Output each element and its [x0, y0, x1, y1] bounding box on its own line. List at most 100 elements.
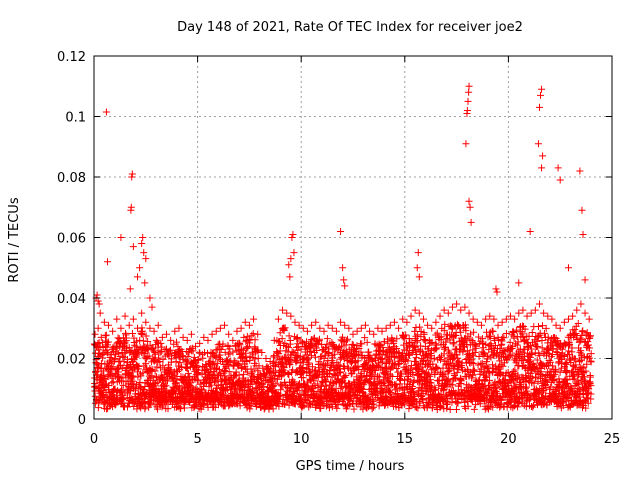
data-point: [539, 152, 547, 160]
data-point: [493, 383, 501, 391]
data-point: [357, 324, 365, 332]
data-point: [453, 300, 461, 308]
data-point: [579, 327, 587, 335]
data-point: [208, 330, 216, 338]
data-point: [521, 353, 529, 361]
data-point: [358, 340, 366, 348]
data-point: [581, 309, 589, 317]
data-point: [163, 330, 171, 338]
data-point: [193, 362, 201, 370]
data-point: [316, 324, 324, 332]
data-point: [212, 388, 220, 396]
axis-ticks: 0 0.02 0.04 0.06 0.08 0.1 0.12 0 5 10 15 20 25: [57, 50, 620, 447]
data-point: [498, 318, 506, 326]
data-point: [402, 331, 410, 339]
data-point: [360, 367, 368, 375]
data-point: [357, 348, 365, 356]
data-point: [478, 359, 486, 367]
data-point: [304, 361, 312, 369]
data-point: [128, 346, 136, 354]
data-point: [395, 360, 403, 368]
data-point: [312, 401, 320, 409]
data-point: [248, 371, 256, 379]
data-point: [96, 309, 104, 317]
data-point: [428, 366, 436, 374]
data-point: [471, 348, 479, 356]
data-point: [288, 234, 296, 241]
x-tick-label: 15: [397, 432, 414, 447]
data-point: [486, 332, 494, 340]
data-point: [235, 371, 243, 379]
data-point: [341, 282, 349, 290]
data-point: [540, 309, 548, 317]
data-point: [585, 354, 593, 362]
data-point: [433, 344, 441, 352]
data-point: [221, 321, 229, 329]
data-point: [139, 337, 147, 345]
data-point: [424, 321, 432, 329]
data-point: [584, 399, 592, 407]
data-point: [445, 366, 453, 374]
data-point: [158, 333, 166, 341]
data-point: [582, 367, 590, 375]
data-point: [236, 341, 244, 349]
data-point: [407, 362, 415, 370]
data-point: [415, 309, 423, 317]
data-point: [530, 379, 538, 387]
data-point: [324, 373, 332, 381]
data-point: [299, 374, 307, 382]
data-point: [555, 390, 563, 398]
data-point: [276, 329, 284, 337]
data-point: [99, 350, 107, 358]
data-point: [293, 334, 301, 341]
data-point: [285, 332, 293, 340]
data-point: [442, 338, 450, 346]
data-point: [488, 361, 496, 369]
data-point: [361, 321, 369, 329]
data-point: [102, 331, 110, 339]
data-point: [414, 331, 422, 339]
data-point: [388, 399, 396, 407]
data-point: [496, 345, 504, 353]
data-point: [134, 324, 142, 332]
data-point: [391, 352, 399, 360]
data-point: [493, 288, 501, 296]
data-point: [217, 345, 225, 353]
data-point: [465, 309, 473, 317]
data-point: [348, 340, 356, 348]
data-point: [366, 327, 374, 335]
data-point: [109, 327, 117, 335]
data-point: [545, 346, 553, 354]
data-point: [548, 362, 556, 370]
data-point: [171, 327, 179, 335]
data-point: [297, 345, 305, 353]
data-point: [184, 353, 192, 361]
data-point: [109, 363, 117, 371]
data-point: [140, 249, 148, 257]
data-point: [212, 327, 220, 335]
data-point: [472, 344, 480, 352]
data-point: [120, 395, 128, 403]
data-point: [577, 300, 585, 308]
data-point: [468, 358, 476, 366]
data-point: [241, 318, 249, 326]
data-point: [426, 372, 434, 380]
data-point: [349, 330, 357, 338]
data-point: [262, 355, 270, 362]
data-point: [115, 335, 123, 343]
data-point: [155, 354, 163, 362]
data-point: [452, 406, 460, 414]
data-point: [226, 386, 234, 394]
data-point: [249, 330, 257, 338]
data-point: [550, 376, 558, 384]
data-point: [419, 315, 427, 323]
data-point: [444, 347, 452, 355]
data-point: [379, 369, 387, 377]
chart-title: Day 148 of 2021, Rate Of TEC Index for r…: [177, 20, 523, 35]
data-point: [342, 383, 350, 391]
data-point: [577, 337, 585, 345]
data-point: [363, 404, 371, 412]
data-point: [464, 97, 472, 105]
data-point: [534, 140, 542, 148]
data-point: [355, 366, 363, 374]
